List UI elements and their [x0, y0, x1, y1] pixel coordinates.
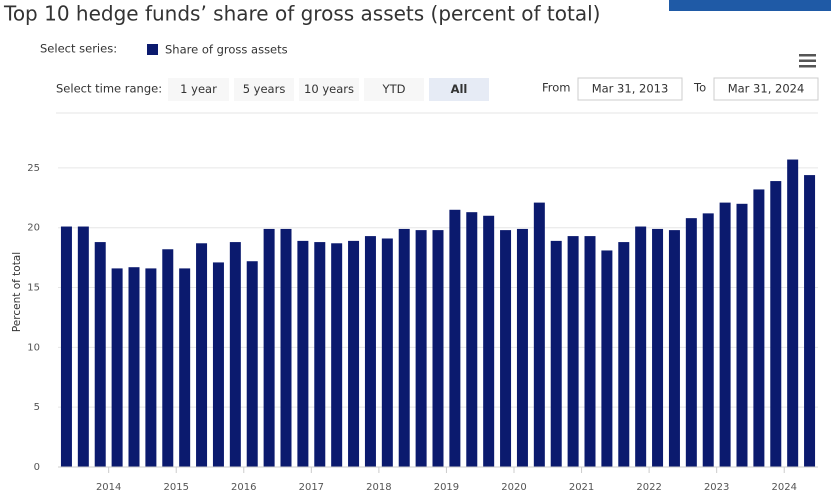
- menu-bar: [799, 65, 816, 68]
- bar: [162, 249, 174, 467]
- bar: [466, 212, 478, 467]
- top-button[interactable]: [669, 0, 831, 11]
- from-input[interactable]: [577, 77, 683, 101]
- menu-bar: [799, 59, 816, 62]
- from-value[interactable]: Mar 31, 2013: [592, 82, 669, 96]
- range-button-label[interactable]: YTD: [382, 82, 406, 96]
- bar: [500, 230, 512, 467]
- range-button-label[interactable]: 10 years: [304, 82, 354, 96]
- bar: [196, 243, 208, 467]
- range-buttons: 1 year 5 years 10 years YTD All: [168, 78, 489, 101]
- bar: [77, 226, 89, 467]
- x-tick-label: 2020: [501, 482, 526, 493]
- bar: [432, 230, 444, 467]
- bar: [719, 202, 731, 467]
- from-label: From: [542, 81, 571, 95]
- bar: [145, 268, 157, 467]
- range-button[interactable]: [299, 78, 359, 101]
- bar: [601, 250, 613, 467]
- bar: [685, 218, 697, 467]
- bar: [415, 230, 427, 467]
- bar: [348, 240, 360, 467]
- bar: [567, 236, 579, 467]
- bar: [550, 240, 562, 467]
- bar: [179, 268, 191, 467]
- bar: [94, 242, 106, 467]
- range-selector-label: Select time range:: [56, 82, 162, 96]
- x-tick-label: 2014: [96, 482, 121, 493]
- y-tick-label: 0: [34, 462, 40, 473]
- x-tick-label: 2017: [299, 482, 324, 493]
- bar: [381, 238, 393, 467]
- bar: [702, 213, 714, 467]
- bar: [770, 181, 782, 467]
- y-tick-label: 25: [27, 163, 40, 174]
- bar: [60, 226, 72, 467]
- bar: [331, 243, 343, 467]
- bar: [533, 202, 545, 467]
- bar: [263, 228, 275, 467]
- x-tick-label: 2022: [636, 482, 661, 493]
- range-button[interactable]: [429, 78, 489, 101]
- x-tick-label: 2016: [231, 482, 256, 493]
- bar: [128, 267, 140, 467]
- bar: [212, 262, 224, 467]
- range-button[interactable]: [168, 78, 229, 101]
- bar: [635, 226, 647, 467]
- x-tick-label: 2019: [434, 482, 459, 493]
- bar: [618, 242, 630, 467]
- bar: [753, 189, 765, 467]
- bar: [804, 175, 816, 467]
- chart-title: Top 10 hedge funds’ share of gross asset…: [3, 2, 600, 26]
- x-tick-label: 2021: [569, 482, 594, 493]
- range-button-label[interactable]: 5 years: [243, 82, 286, 96]
- range-button[interactable]: [234, 78, 294, 101]
- bar: [787, 159, 799, 467]
- bar: [483, 215, 495, 467]
- bar: [516, 228, 528, 467]
- x-tick-label: 2015: [163, 482, 188, 493]
- bar: [668, 230, 680, 467]
- bar: [246, 261, 258, 467]
- x-tick-label: 2018: [366, 482, 391, 493]
- bar: [314, 242, 326, 467]
- to-input[interactable]: [713, 77, 819, 101]
- bar: [398, 228, 410, 467]
- series-selector-label: Select series:: [40, 42, 117, 56]
- x-tick-label: 2023: [704, 482, 729, 493]
- to-label: To: [693, 81, 706, 95]
- to-value[interactable]: Mar 31, 2024: [728, 82, 805, 96]
- menu-icon[interactable]: [799, 54, 816, 68]
- bar: [652, 228, 664, 467]
- x-tick-label: 2024: [771, 482, 796, 493]
- bar: [364, 236, 376, 467]
- bar: [449, 209, 461, 468]
- y-tick-label: 5: [34, 402, 40, 413]
- bar: [584, 236, 596, 467]
- range-button-label[interactable]: 1 year: [180, 82, 217, 96]
- menu-bar: [799, 54, 816, 57]
- y-tick-label: 10: [27, 342, 40, 353]
- range-button[interactable]: [364, 78, 424, 101]
- bar: [229, 242, 241, 467]
- range-button-label[interactable]: All: [451, 82, 468, 96]
- y-tick-label: 15: [27, 283, 40, 294]
- y-axis-label: Percent of total: [11, 252, 23, 332]
- legend-swatch[interactable]: [147, 44, 158, 55]
- legend-label[interactable]: Share of gross assets: [165, 43, 288, 57]
- bar: [736, 203, 748, 468]
- bar: [280, 228, 292, 467]
- y-tick-label: 20: [27, 223, 40, 234]
- bar: [297, 240, 309, 467]
- bar: [111, 268, 123, 467]
